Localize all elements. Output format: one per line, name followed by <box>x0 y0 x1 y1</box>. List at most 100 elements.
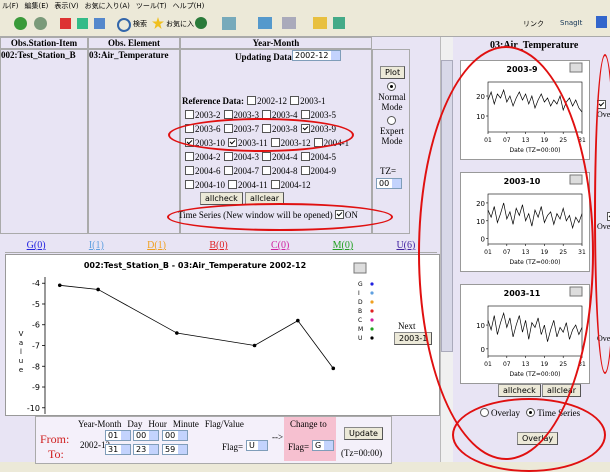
reference-item: 2004-6 <box>195 166 221 176</box>
checkbox[interactable] <box>262 166 271 175</box>
favorites-icon[interactable] <box>152 17 164 29</box>
tool-icon[interactable] <box>333 17 345 29</box>
reference-item: 2004-11 <box>238 180 268 190</box>
legend-label: G <box>358 281 363 288</box>
checkbox[interactable] <box>300 166 310 175</box>
checkbox[interactable] <box>290 96 300 105</box>
change-flag-select[interactable]: G <box>312 440 335 451</box>
chart-icon[interactable] <box>569 286 583 297</box>
checkbox[interactable] <box>228 180 237 189</box>
tab[interactable]: M(0) <box>332 240 354 251</box>
refresh-icon[interactable] <box>77 18 88 29</box>
time-select[interactable]: 01 <box>105 430 132 441</box>
checkbox[interactable] <box>223 110 233 119</box>
checkbox[interactable] <box>247 96 257 105</box>
radio[interactable] <box>526 408 536 417</box>
toolbar: 検索 お気に入り リンク SnagIt <box>0 12 610 37</box>
time-select[interactable]: 00 <box>133 430 160 441</box>
overlay-button[interactable]: Overlay <box>517 432 559 445</box>
radio[interactable] <box>480 408 489 417</box>
favorites-label[interactable]: お気に入り <box>166 20 201 28</box>
right-allcheck[interactable]: allcheck <box>498 384 541 397</box>
overlay-checkbox[interactable] <box>607 212 610 221</box>
tz-select[interactable]: 00 <box>376 178 403 189</box>
browser-window: ル(F) 編集(E) 表示(V) お気に入り(A) ツール(T) ヘルプ(H) 検索 お気… <box>0 0 610 462</box>
checkbox[interactable] <box>185 152 194 161</box>
checkbox[interactable] <box>185 124 194 133</box>
updating-select[interactable]: 2002-12 <box>292 50 342 61</box>
tab[interactable]: C(0) <box>270 240 290 251</box>
checkbox[interactable] <box>185 110 194 119</box>
checkbox[interactable] <box>185 138 194 147</box>
allcheck-button[interactable]: allcheck <box>200 192 243 205</box>
folder-icon[interactable] <box>313 17 327 29</box>
time-select[interactable]: 23 <box>133 444 160 455</box>
checkbox[interactable] <box>300 110 310 119</box>
links-label[interactable]: リンク <box>523 20 544 28</box>
scroll-thumb[interactable] <box>441 60 453 352</box>
time-select[interactable]: 59 <box>162 444 189 455</box>
snagit-label[interactable]: SnagIt <box>560 19 583 27</box>
checkbox[interactable] <box>262 124 271 133</box>
radio[interactable] <box>386 116 396 125</box>
tab[interactable]: D(1) <box>147 240 167 251</box>
chart-icon[interactable] <box>353 262 367 274</box>
time-series-checkbox[interactable] <box>334 210 344 219</box>
checkbox[interactable] <box>313 138 323 147</box>
media-icon[interactable] <box>195 17 207 29</box>
x-tick-label: 25 <box>559 361 567 368</box>
chart-icon[interactable] <box>569 174 583 185</box>
tab[interactable]: I(1) <box>88 240 104 251</box>
plot-button[interactable]: Plot <box>380 66 406 79</box>
update-button[interactable]: Update <box>344 427 383 440</box>
checkbox[interactable] <box>262 110 271 119</box>
right-allclear[interactable]: allclear <box>542 384 582 397</box>
print-icon[interactable] <box>282 17 296 29</box>
checkbox[interactable] <box>223 124 233 133</box>
checkbox[interactable] <box>300 124 310 133</box>
menu-item[interactable]: ツール(T) <box>135 2 167 10</box>
tab[interactable]: G(0) <box>26 240 46 251</box>
station-cell: 002:Test_Station_B <box>0 49 88 234</box>
history-icon[interactable] <box>222 17 236 30</box>
checkbox[interactable] <box>300 152 310 161</box>
radio[interactable] <box>386 82 396 91</box>
search-icon[interactable] <box>117 18 131 32</box>
checkbox[interactable] <box>185 166 194 175</box>
y-tick-label: 0 <box>481 236 485 244</box>
chart-icon[interactable] <box>569 62 583 73</box>
snagit-icon[interactable] <box>596 16 607 28</box>
time-select[interactable]: 31 <box>105 444 132 455</box>
menu-item[interactable]: お気に入り(A) <box>84 2 130 10</box>
checkbox[interactable] <box>223 152 233 161</box>
checkbox[interactable] <box>223 166 233 175</box>
overlay-checkbox[interactable] <box>597 100 606 109</box>
expert-mode[interactable]: Expert Mode <box>375 116 409 146</box>
back-icon[interactable] <box>14 17 27 30</box>
menu-item[interactable]: 表示(V) <box>54 2 79 10</box>
tab[interactable]: B(0) <box>209 240 228 251</box>
menu-item[interactable]: ル(F) <box>2 2 19 10</box>
time-select[interactable]: 00 <box>162 430 189 441</box>
checkbox[interactable] <box>262 152 271 161</box>
mini-chart: 2003-10 0 10 20 01 07 13 19 25 31 Date (TZ=00:00) <box>476 174 586 266</box>
reference-row: 2004-10 2004-11 2004-12 <box>182 178 372 192</box>
checkbox[interactable] <box>270 180 280 189</box>
search-label[interactable]: 検索 <box>133 20 147 28</box>
menu-item[interactable]: ヘルプ(H) <box>172 2 205 10</box>
data-point <box>57 283 62 288</box>
normal-mode[interactable]: Normal Mode <box>375 82 409 112</box>
tab[interactable]: U(6) <box>396 240 416 251</box>
mail-icon[interactable] <box>258 17 272 29</box>
forward-icon[interactable] <box>34 17 47 30</box>
y-tick-label: -5 <box>32 300 40 309</box>
allclear-button[interactable]: allclear <box>245 192 285 205</box>
flag-select[interactable]: U <box>246 440 268 451</box>
checkbox[interactable] <box>185 180 194 189</box>
menu-item[interactable]: 編集(E) <box>24 2 49 10</box>
checkbox[interactable] <box>228 138 237 147</box>
stop-icon[interactable] <box>60 18 71 29</box>
next-button[interactable]: 2003-1 <box>394 332 433 345</box>
checkbox[interactable] <box>270 138 280 147</box>
home-icon[interactable] <box>94 18 105 29</box>
